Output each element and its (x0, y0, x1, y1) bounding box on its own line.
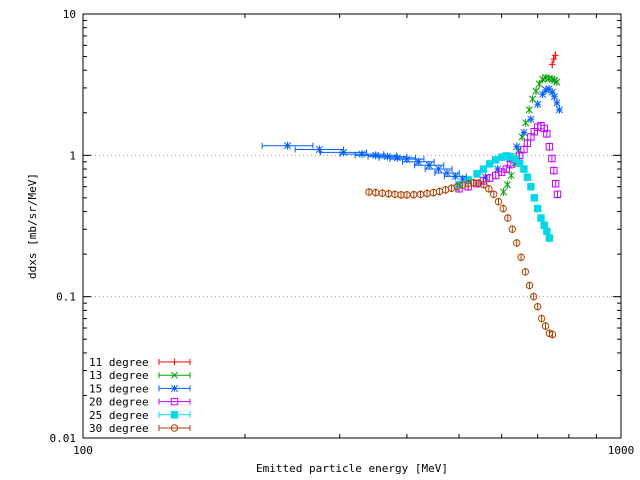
x-error-bars (261, 142, 467, 180)
series-layer (261, 51, 563, 339)
data-point (403, 191, 411, 199)
data-point (473, 170, 481, 178)
data-point (552, 52, 559, 59)
series-30-degree (365, 178, 557, 339)
legend-label: 13 degree (89, 369, 149, 382)
data-point (541, 322, 550, 330)
legend-label: 25 degree (89, 409, 149, 422)
data-point (525, 106, 533, 114)
data-point (555, 106, 563, 114)
data-point (485, 185, 493, 193)
data-point (539, 75, 547, 83)
data-point (530, 194, 539, 202)
y-axis-label: ddxs [mb/sr/MeV] (26, 173, 39, 279)
legend-marker (170, 397, 179, 406)
grid-lines (83, 154, 621, 298)
data-point (485, 160, 494, 168)
data-point (490, 190, 498, 199)
data-point (513, 143, 521, 151)
series-13-degree (500, 73, 561, 197)
data-point (515, 151, 524, 160)
data-point (500, 188, 508, 196)
data-point (550, 55, 557, 63)
data-point (540, 124, 548, 133)
data-point (548, 330, 557, 339)
legend-marker (170, 384, 179, 392)
data-point (515, 159, 524, 167)
data-point (475, 179, 483, 187)
legend-marker (170, 424, 179, 432)
data-point (545, 143, 554, 151)
data-point (520, 128, 528, 137)
data-point (507, 171, 515, 180)
data-point (508, 225, 517, 233)
legend-label: 15 degree (89, 382, 149, 395)
data-point (503, 181, 511, 189)
data-point (517, 253, 525, 261)
data-point (527, 115, 535, 123)
legend-marker (170, 411, 179, 419)
data-point (502, 165, 510, 173)
x-tick-label: 1000 (608, 444, 635, 457)
plot-frame (82, 13, 622, 439)
data-point (479, 165, 488, 173)
data-point (543, 227, 551, 236)
data-point (511, 155, 519, 163)
data-point (553, 78, 561, 86)
data-point (550, 93, 558, 101)
data-point (504, 214, 512, 222)
data-point (529, 292, 538, 301)
data-point (513, 239, 521, 247)
data-point (537, 214, 545, 222)
y-tick-label: 0.01 (50, 432, 77, 445)
series-20-degree (455, 121, 562, 199)
data-point (545, 234, 554, 242)
data-point (543, 130, 551, 138)
data-point (532, 87, 540, 95)
legend-marker (171, 358, 178, 366)
data-point (522, 119, 530, 127)
data-point (469, 179, 478, 187)
legend-label: 11 degree (89, 356, 149, 369)
data-point (520, 165, 528, 173)
y-tick-label: 10 (63, 8, 76, 21)
data-point (539, 90, 547, 98)
series-25-degree (455, 151, 554, 243)
x-tick-label: 100 (73, 444, 93, 457)
axis-ticks: 0.01 0.1 1 10 100 1000 (50, 8, 635, 457)
data-point (551, 179, 560, 188)
data-point (553, 99, 561, 107)
data-point (534, 100, 542, 108)
y-tick-label: 0.1 (56, 291, 76, 304)
legend-label: 20 degree (89, 396, 149, 409)
legend-marker (170, 371, 179, 379)
data-point (533, 204, 542, 213)
data-point (553, 190, 562, 199)
data-point (533, 302, 542, 311)
data-point (453, 182, 461, 191)
data-point (523, 173, 532, 181)
data-point (455, 180, 463, 189)
data-point (521, 268, 530, 276)
series-11-degree (549, 51, 559, 69)
data-point (507, 160, 515, 169)
data-point (459, 181, 467, 189)
data-point (499, 204, 507, 213)
data-point (535, 80, 543, 88)
legend-label: 30 degree (89, 422, 149, 435)
data-point (494, 197, 503, 206)
data-point (537, 314, 546, 323)
data-point (527, 182, 535, 191)
data-point (464, 179, 472, 188)
data-point (548, 154, 556, 163)
data-point (480, 180, 488, 189)
data-point (525, 281, 534, 290)
data-point (550, 166, 558, 175)
y-tick-label: 1 (69, 149, 76, 162)
x-axis-label: Emitted particle energy [MeV] (256, 462, 448, 475)
data-point (549, 61, 556, 68)
